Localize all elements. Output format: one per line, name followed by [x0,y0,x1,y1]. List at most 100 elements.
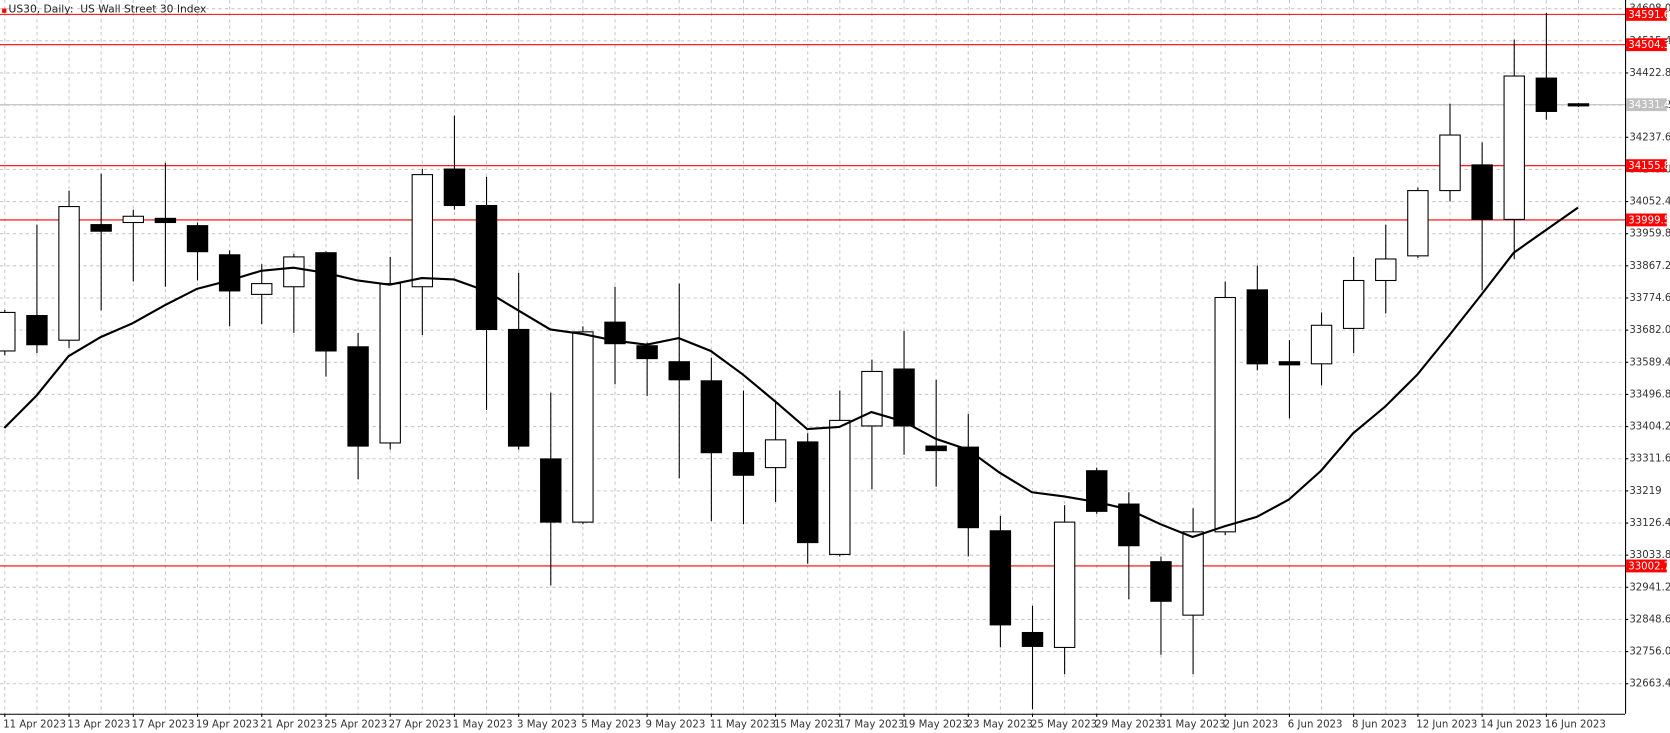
level-label: 33999.5 [1628,215,1670,226]
candle-body [700,380,723,454]
candle-body [796,441,819,544]
x-tick-label: 25 May 2023 [1031,719,1097,730]
candle-body [957,446,979,529]
x-tick-label: 1 May 2023 [453,719,513,730]
y-tick-label: 33589.4 [1629,357,1670,368]
time-axis: 11 Apr 2023 13 Apr 2023 17 Apr 2023 19 Apr … [3,713,1606,730]
level-label: 34155.8 [1628,161,1670,172]
level-label: 34504.3 [1628,40,1670,51]
y-tick-label: 34052.4 [1629,197,1670,208]
candle-body [90,224,112,232]
level-label-box [1626,7,1667,21]
x-tick-label: 27 Apr 2023 [389,719,452,730]
candle-body [251,283,273,295]
candle-body [122,215,144,224]
candle-body [1375,258,1397,282]
candle-body [1439,134,1461,192]
x-tick-label: 19 May 2023 [902,719,968,730]
x-tick-label: 14 Jun 2023 [1481,719,1542,730]
candle-body [1342,279,1365,329]
candle-body [1053,521,1076,648]
y-tick-label: 33682.0 [1629,325,1670,336]
x-tick-label: 3 May 2023 [517,719,577,730]
x-tick-label: 8 Jun 2023 [1352,719,1407,730]
chart-title: US30, Daily: US Wall Street 30 Index [9,3,207,16]
level-label-box [1626,38,1667,52]
y-tick-label: 33774.6 [1629,293,1670,304]
candle-body [572,331,594,523]
candle-body [1278,361,1301,366]
y-tick-label: 33219 [1629,486,1661,497]
y-tick-label: 33496.8 [1629,389,1670,400]
plot-area [0,12,1590,710]
x-tick-label: 31 May 2023 [1159,719,1225,730]
candle-body [411,174,434,288]
x-tick-label: 5 May 2023 [581,719,641,730]
y-tick-label: 34237.6 [1629,132,1670,143]
level-label-box [1626,559,1667,573]
candle-body [668,361,690,381]
candle-body [0,311,16,352]
x-tick-label: 11 Apr 2023 [3,719,66,730]
candle-body [1086,470,1108,512]
x-tick-label: 11 May 2023 [710,719,776,730]
candle-body [636,345,658,360]
y-tick-label: 32848.6 [1629,614,1670,625]
candle-body [829,419,851,555]
candle-body [1535,77,1558,112]
y-tick-label: 32756.0 [1629,647,1670,658]
level-label: 33002.7 [1628,561,1670,572]
candle-body [764,439,787,469]
candle-body [989,530,1012,626]
candle-body [347,346,369,447]
candle-body [443,168,466,207]
candle-body [1310,324,1333,365]
x-tick-label: 29 May 2023 [1095,719,1161,730]
candle-body [283,256,305,288]
candle-body [1503,75,1525,220]
candle-body [1021,631,1044,647]
candle-body [1246,289,1269,365]
candle-body [925,445,947,452]
candle-body [186,225,209,253]
x-tick-label: 21 Apr 2023 [260,719,323,730]
x-tick-label: 12 Jun 2023 [1416,719,1477,730]
candle-body [1150,561,1172,602]
x-tick-label: 17 Apr 2023 [132,719,195,730]
x-tick-label: 17 May 2023 [838,719,904,730]
candle-body [732,452,755,476]
candle-body [861,370,883,427]
candle-body [379,283,401,444]
y-tick-label: 33867.2 [1629,261,1670,272]
candle-body [1407,190,1429,257]
level-marker [2,8,7,13]
x-tick-label: 23 May 2023 [967,719,1033,730]
price-axis: 34608.034515.434422.834330.234237.634145… [1625,4,1670,690]
candle-body [1471,164,1493,220]
candle-body [315,252,337,352]
candle-body [540,458,562,523]
y-tick-label: 34422.8 [1629,68,1670,79]
candle-body [1118,503,1140,547]
moving-average [3,206,1579,539]
level-label-box [1626,213,1667,227]
y-tick-label: 33126.4 [1629,518,1670,529]
levels [0,13,1626,567]
y-tick-label: 33033.8 [1629,550,1670,561]
level-label-box [1626,159,1667,173]
x-tick-label: 19 Apr 2023 [196,719,259,730]
bid-label: 34331.4 [1628,100,1670,111]
y-tick-label: 33404.2 [1629,422,1670,433]
x-tick-label: 6 Jun 2023 [1288,719,1343,730]
y-tick-label: 32663.4 [1629,679,1670,690]
candle-body [58,206,80,341]
candle-body [1567,103,1590,107]
x-tick-label: 13 Apr 2023 [67,719,130,730]
candle-body [893,368,915,427]
candle-body [26,315,48,346]
candle-body [1214,296,1236,533]
x-tick-label: 15 May 2023 [774,719,840,730]
bid-label-box [1626,98,1667,112]
